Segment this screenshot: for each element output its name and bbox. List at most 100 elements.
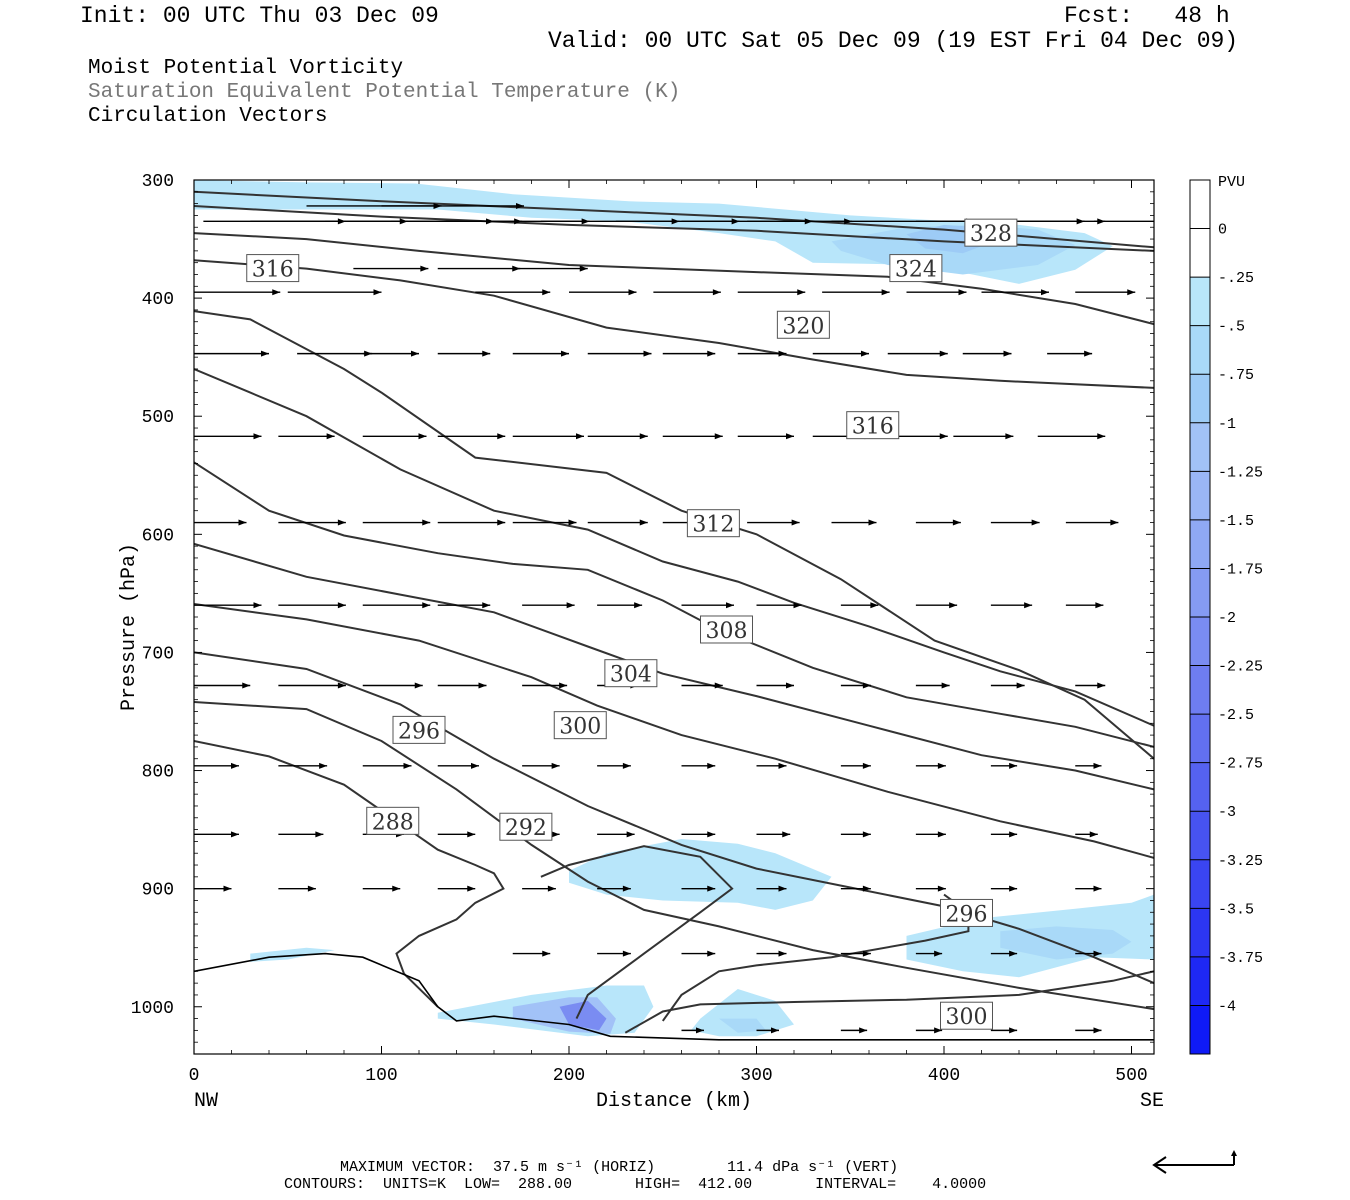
vector-arrow-11-8 (840, 885, 871, 892)
svg-text:324: 324 (895, 258, 937, 283)
vector-arrow-10-5 (597, 831, 635, 838)
x-tick-label: 100 (365, 1066, 397, 1086)
vector-arrow-11-1 (278, 885, 316, 892)
vector-arrow-12-2 (681, 950, 716, 957)
vector-arrow-4-3 (437, 350, 491, 357)
colorbar-label: -3.75 (1218, 950, 1263, 967)
vector-arrow-6-5 (587, 519, 648, 526)
title-mpv: Moist Potential Vorticity (88, 57, 404, 80)
svg-text:296: 296 (398, 719, 440, 744)
contour-label-308: 308 (700, 615, 753, 644)
init-time: Init: 00 UTC Thu 03 Dec 09 (80, 3, 439, 29)
y-tick-label: 1000 (131, 999, 174, 1019)
vector-arrow-12-6 (990, 950, 1018, 957)
contour-label-296: 296 (940, 898, 993, 927)
vector-arrow-12-1 (597, 950, 631, 957)
svg-text:316: 316 (852, 415, 894, 440)
colorbar-swatch-5 (1190, 422, 1210, 472)
x-tick-label: 400 (928, 1066, 960, 1086)
vector-arrow-4-8 (812, 350, 869, 357)
vector-arrow-13-2 (840, 1027, 868, 1034)
vector-arrow-10-0 (194, 831, 239, 838)
vector-arrow-11-11 (1075, 885, 1102, 892)
vector-arrow-9-8 (840, 762, 871, 769)
vector-arrow-3-5 (737, 289, 806, 296)
y-axis-label: Pressure (hPa) (118, 543, 141, 711)
vector-arrow-8-7 (756, 682, 794, 689)
circulation-vectors (194, 202, 1154, 1034)
contour-304-7 (194, 542, 1154, 791)
colorbar-label: -1.75 (1218, 561, 1263, 578)
vector-arrow-10-7 (756, 831, 791, 838)
forecast-hour: Fcst: 48 h (1064, 3, 1230, 29)
vector-arrow-6-3 (437, 519, 506, 526)
x-axis-label: Distance (km) (596, 1090, 752, 1113)
reference-vector-icon (1152, 1150, 1237, 1174)
vector-arrow-8-0 (194, 682, 251, 689)
vector-arrow-6-8 (831, 519, 877, 526)
y-tick-label: 900 (142, 881, 174, 901)
svg-text:328: 328 (970, 222, 1012, 247)
contour-316-4 (194, 310, 1154, 760)
vector-arrow-3-8 (981, 289, 1049, 296)
vector-arrow-7-0 (194, 602, 262, 609)
colorbar-swatch-14 (1190, 859, 1210, 909)
vector-arrow-8-1 (278, 682, 346, 689)
vector-arrow-3-1 (287, 289, 382, 296)
contour-label-324: 324 (889, 254, 943, 283)
x-tick-label: 0 (189, 1066, 200, 1086)
contour-label-312: 312 (686, 509, 740, 538)
vector-arrow-6-11 (1065, 519, 1119, 526)
vector-arrow-3-0 (194, 289, 281, 296)
contour-312-5 (194, 368, 1154, 727)
vector-arrow-9-3 (437, 762, 479, 769)
pv-region-11 (719, 1018, 766, 1033)
vector-arrow-7-7 (756, 602, 802, 609)
vector-arrow-3-3 (569, 289, 637, 296)
vector-arrow-7-3 (437, 602, 491, 609)
vector-arrow-11-5 (597, 885, 631, 892)
colorbar-swatch-6 (1190, 471, 1210, 520)
vector-arrow-11-3 (437, 885, 476, 892)
vector-arrow-5-6 (662, 433, 723, 440)
contour-label-304: 304 (604, 659, 658, 688)
contour-292-10 (194, 701, 1154, 1011)
colorbar-label: -1 (1218, 416, 1236, 433)
terrain-line (194, 952, 1154, 1041)
svg-text:296: 296 (946, 902, 988, 927)
vector-arrow-9-5 (597, 762, 631, 769)
x-end-label-right: SE (1140, 1090, 1164, 1113)
colorbar-swatch-16 (1190, 956, 1210, 1006)
vector-arrow-6-0 (194, 519, 247, 526)
colorbar-label: -.5 (1218, 319, 1245, 336)
vector-arrow-9-0 (194, 762, 239, 769)
pv-region-3 (569, 839, 832, 910)
colorbar-title: PVU (1218, 174, 1245, 191)
vector-arrow-7-9 (915, 602, 958, 609)
vector-arrow-13-4 (990, 1027, 1018, 1034)
pv-region-9 (559, 1000, 607, 1031)
vector-arrow-4-5 (587, 350, 652, 357)
vector-arrow-5-10 (953, 433, 1014, 440)
vector-arrow-7-5 (597, 602, 643, 609)
vector-arrow-5-7 (737, 433, 794, 440)
vector-arrow-13-3 (915, 1027, 943, 1034)
colorbar-swatch-12 (1190, 762, 1210, 812)
svg-text:300: 300 (946, 1005, 988, 1030)
colorbar-label: 0 (1218, 222, 1227, 239)
svg-text:312: 312 (692, 513, 734, 538)
vector-arrow-2-0 (353, 265, 429, 272)
vector-arrow-3-2 (475, 289, 551, 296)
vector-arrow-6-1 (278, 519, 346, 526)
vector-arrow-12-0 (512, 950, 551, 957)
max-vector-note: MAXIMUM VECTOR: 37.5 m s⁻¹ (HORIZ) 11.4 … (340, 1159, 899, 1176)
vector-arrow-10-10 (990, 831, 1018, 838)
vector-arrow-5-5 (587, 433, 648, 440)
vector-arrow-2-1 (437, 265, 521, 272)
pv-region-6 (250, 947, 335, 962)
vector-arrow-8-3 (437, 682, 487, 689)
colorbar-label: -1.5 (1218, 513, 1254, 530)
svg-text:292: 292 (505, 816, 547, 841)
vector-arrow-3-6 (822, 289, 890, 296)
contour-300-13 (624, 970, 1154, 1034)
